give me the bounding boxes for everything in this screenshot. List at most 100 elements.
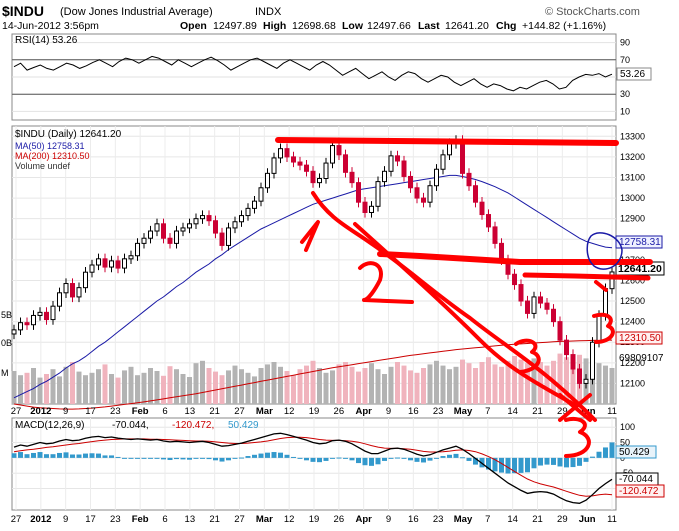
candle-body: [570, 354, 576, 370]
candle-body: [609, 271, 615, 290]
volume-bar: [434, 360, 439, 404]
volume-bar: [63, 366, 69, 404]
volume-bar: [239, 369, 244, 404]
volume-bar: [596, 363, 602, 404]
histogram-bar: [499, 457, 504, 473]
annotations: [275, 137, 653, 458]
volume-bar: [70, 362, 75, 404]
candle-body: [57, 292, 62, 307]
volume-bar: [148, 368, 153, 404]
price-tick-label: 12100: [620, 378, 645, 388]
histogram-bar: [544, 457, 550, 465]
volume-bar: [128, 366, 134, 404]
histogram-bar: [343, 457, 348, 459]
price-tick-label: 12900: [620, 214, 645, 224]
volume-bar: [258, 368, 264, 404]
candle-body: [492, 226, 498, 244]
candle-body: [590, 341, 595, 380]
volume-bar: [460, 359, 465, 404]
macd-signal-line: [13, 436, 613, 497]
exchange-label: INDX: [255, 6, 282, 18]
volume-bar: [115, 377, 121, 404]
candle-body: [83, 271, 88, 289]
hist-value-box: [615, 445, 657, 459]
candle-body: [408, 175, 413, 189]
histogram-bar: [564, 457, 569, 468]
volume-bar: [265, 364, 270, 404]
candle-body: [193, 218, 199, 225]
candle-body: [583, 378, 589, 384]
low-value: 12497.66: [367, 20, 411, 32]
volume-bar: [336, 364, 342, 404]
macd-histogram: [11, 442, 615, 474]
histogram-bar: [226, 457, 231, 461]
candle-body: [382, 170, 387, 183]
candle-body: [460, 139, 465, 174]
low-label: Low: [342, 20, 364, 32]
x-tick-label: Feb: [132, 514, 149, 525]
candle-body: [232, 221, 238, 229]
ma50-value: 12758.31: [619, 237, 661, 248]
candle-body: [362, 201, 368, 213]
ma50-value-box: [615, 235, 663, 249]
candle-body: [596, 314, 602, 343]
ma200-value: 12310.50: [619, 333, 661, 344]
x-tick-label: Mar: [256, 514, 273, 525]
macd-tick-label: 100: [620, 422, 635, 432]
candle-body: [37, 311, 43, 316]
x-tick-label: 14: [507, 514, 518, 525]
x-tick-label: 2012: [30, 406, 51, 417]
histogram-bar: [135, 457, 140, 459]
histogram-bar: [583, 457, 589, 462]
x-tick-label: 6: [162, 514, 167, 525]
candle-body: [518, 284, 524, 302]
histogram-bar: [239, 457, 244, 459]
histogram-bar: [18, 452, 23, 458]
candle-body: [317, 178, 322, 184]
volume-bar: [122, 370, 127, 404]
volume-bar: [570, 362, 576, 404]
histogram-bar: [505, 457, 511, 474]
volume-bar: [232, 365, 238, 404]
downtrend-line-2: [353, 222, 577, 407]
macd-legend-macd: -70.044,: [112, 420, 149, 431]
candle-body: [11, 329, 17, 335]
volume-bar: [284, 371, 290, 404]
volume-bar: [193, 363, 199, 404]
signal-value: -120.472: [619, 486, 659, 497]
x-axis-labels-bottom: 27 2012 9 17 23 Feb 6 13 21 27 Mar 12 19 26 Apr 9 16 23 Ma…: [11, 514, 617, 525]
candle-body: [252, 200, 257, 209]
x-tick-label: 21: [532, 514, 543, 525]
candle-body: [473, 185, 478, 203]
x-tick-label: 6: [162, 406, 167, 417]
volume-bar: [525, 363, 530, 404]
volume-bar: [219, 375, 225, 404]
candle-body: [226, 227, 231, 246]
candle-body: [538, 296, 543, 304]
histogram-bar: [96, 453, 101, 458]
candle-body: [31, 314, 36, 326]
histogram-bar: [447, 454, 452, 458]
annotation-mark-3c: [592, 312, 615, 344]
candle-body: [564, 339, 569, 356]
volume-bar: [609, 368, 615, 404]
histogram-bar: [167, 457, 173, 461]
histogram-bar: [291, 456, 296, 458]
x-tick-label: 19: [309, 514, 320, 525]
x-tick-label: 12: [284, 406, 295, 417]
symbol-name: (Dow Jones Industrial Average): [60, 6, 213, 18]
histogram-bar: [245, 456, 251, 458]
histogram-bar: [154, 457, 160, 459]
rsi-tick-label: 30: [620, 89, 630, 99]
x-tick-label: 7: [485, 514, 490, 525]
candle-body: [141, 237, 147, 244]
histogram-bar: [466, 457, 472, 461]
annotation-mark-3a: [514, 338, 541, 374]
candle-body: [349, 171, 355, 184]
ma50-circle: [586, 232, 623, 270]
candle-body: [512, 273, 517, 286]
histogram-bar: [395, 457, 400, 459]
volume-bar: [369, 363, 374, 404]
macd-legend-hist: 50.429: [228, 420, 259, 431]
annotation-cross: [558, 393, 592, 422]
